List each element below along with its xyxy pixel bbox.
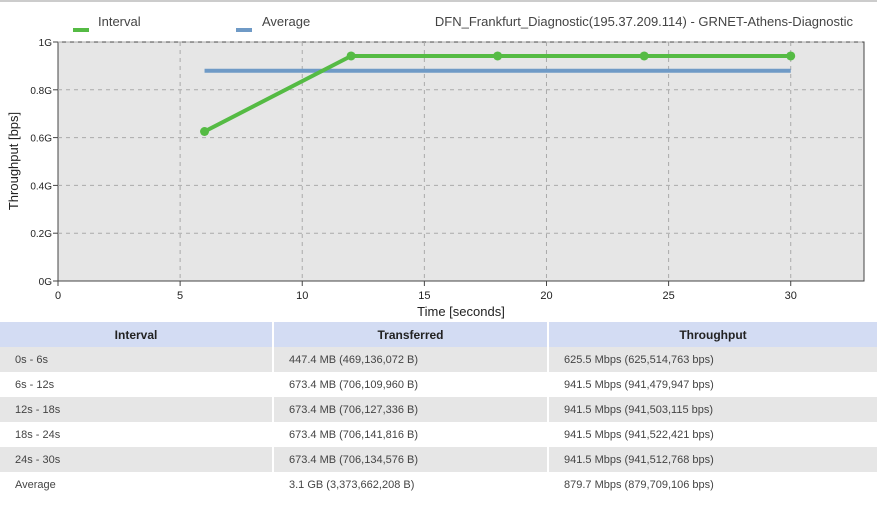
top-border: [0, 0, 877, 2]
x-tick-label: 25: [662, 290, 674, 302]
y-tick-label: 0G: [39, 277, 53, 288]
cell-transferred: 673.4 MB (706,127,336 B): [273, 397, 549, 422]
y-tick-label: 0.4G: [30, 181, 52, 192]
table-row: 18s - 24s 673.4 MB (706,141,816 B) 941.5…: [0, 422, 877, 447]
table-header-row: Interval Transferred Throughput: [0, 322, 877, 347]
data-point: [639, 51, 649, 61]
data-point: [493, 51, 503, 61]
y-tick-label: 0.6G: [30, 134, 52, 145]
x-tick-label: 15: [418, 290, 430, 302]
x-tick-label: 10: [296, 290, 308, 302]
legend-label-interval: Interval: [98, 14, 141, 29]
cell-throughput: 941.5 Mbps (941,503,115 bps): [548, 397, 877, 422]
x-tick-label: 20: [540, 290, 552, 302]
cell-throughput: 941.5 Mbps (941,479,947 bps): [548, 372, 877, 397]
table-row: 0s - 6s 447.4 MB (469,136,072 B) 625.5 M…: [0, 347, 877, 372]
cell-interval: Average: [0, 472, 274, 497]
throughput-chart: Interval Average DFN_Frankfurt_Diagnostic…: [6, 14, 865, 319]
x-tick-label: 0: [55, 290, 61, 302]
y-tick-label: 0.8G: [30, 86, 52, 97]
table-row: 24s - 30s 673.4 MB (706,134,576 B) 941.5…: [0, 447, 877, 472]
cell-transferred: 447.4 MB (469,136,072 B): [273, 347, 549, 372]
cell-interval: 12s - 18s: [0, 397, 274, 422]
table-row: 12s - 18s 673.4 MB (706,127,336 B) 941.5…: [0, 397, 877, 422]
cell-throughput: 625.5 Mbps (625,514,763 bps): [548, 347, 877, 372]
cell-interval: 24s - 30s: [0, 447, 274, 472]
plot-area: [57, 41, 865, 282]
data-point: [346, 51, 356, 61]
legend-swatch-average: [236, 28, 252, 32]
table-row: 6s - 12s 673.4 MB (706,109,960 B) 941.5 …: [0, 372, 877, 397]
cell-transferred: 673.4 MB (706,141,816 B): [273, 422, 549, 447]
data-point: [786, 51, 796, 61]
col-header-transferred: Transferred: [273, 322, 549, 347]
y-tick-label: 0.2G: [30, 229, 52, 240]
series-layer: [200, 51, 796, 137]
axes: 0 5 10 15 20 25 30 0G 0.2G 0.4G 0.6G 0.8G 1G: [30, 38, 797, 302]
legend-label-average: Average: [262, 14, 310, 29]
y-axis-label: Throughput [bps]: [6, 112, 21, 210]
cell-interval: 18s - 24s: [0, 422, 274, 447]
x-axis-label: Time [seconds]: [417, 304, 505, 319]
data-point: [200, 127, 210, 137]
col-header-interval: Interval: [0, 322, 274, 347]
cell-throughput: 941.5 Mbps (941,512,768 bps): [548, 447, 877, 472]
cell-throughput: 879.7 Mbps (879,709,106 bps): [548, 472, 877, 497]
legend: Interval Average: [73, 14, 310, 32]
table-row: Average 3.1 GB (3,373,662,208 B) 879.7 M…: [0, 472, 877, 497]
y-tick-label: 1G: [39, 38, 53, 49]
cell-transferred: 673.4 MB (706,134,576 B): [273, 447, 549, 472]
cell-throughput: 941.5 Mbps (941,522,421 bps): [548, 422, 877, 447]
cell-interval: 6s - 12s: [0, 372, 274, 397]
results-table: Interval Transferred Throughput 0s - 6s …: [0, 322, 877, 497]
col-header-throughput: Throughput: [548, 322, 877, 347]
cell-transferred: 673.4 MB (706,109,960 B): [273, 372, 549, 397]
cell-interval: 0s - 6s: [0, 347, 274, 372]
cell-transferred: 3.1 GB (3,373,662,208 B): [273, 472, 549, 497]
x-tick-label: 5: [177, 290, 183, 302]
chart-title: DFN_Frankfurt_Diagnostic(195.37.209.114)…: [435, 14, 854, 29]
legend-swatch-interval: [73, 28, 89, 32]
grid-lines: [58, 41, 864, 281]
x-tick-label: 30: [785, 290, 797, 302]
